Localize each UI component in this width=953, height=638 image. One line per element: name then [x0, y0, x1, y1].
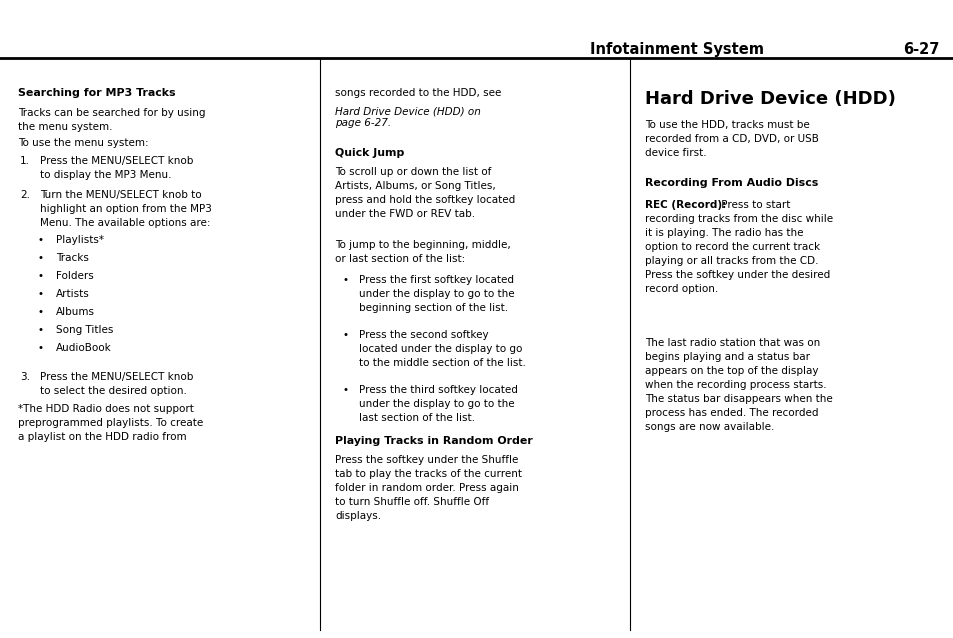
- Text: device first.: device first.: [644, 148, 706, 158]
- Text: Press the third softkey located: Press the third softkey located: [358, 385, 517, 395]
- Text: To jump to the beginning, middle,: To jump to the beginning, middle,: [335, 240, 510, 250]
- Text: preprogrammed playlists. To create: preprogrammed playlists. To create: [18, 418, 203, 428]
- Text: under the display to go to the: under the display to go to the: [358, 399, 514, 409]
- Text: songs recorded to the HDD, see: songs recorded to the HDD, see: [335, 88, 501, 98]
- Text: the menu system.: the menu system.: [18, 122, 112, 132]
- Text: 1.: 1.: [20, 156, 30, 166]
- Text: •: •: [38, 271, 44, 281]
- Text: Recording From Audio Discs: Recording From Audio Discs: [644, 178, 818, 188]
- Text: Hard Drive Device (HDD) on
page 6-27.: Hard Drive Device (HDD) on page 6-27.: [335, 106, 480, 128]
- Text: beginning section of the list.: beginning section of the list.: [358, 303, 508, 313]
- Text: Artists, Albums, or Song Titles,: Artists, Albums, or Song Titles,: [335, 181, 496, 191]
- Text: or last section of the list:: or last section of the list:: [335, 254, 465, 264]
- Text: 6-27: 6-27: [902, 42, 939, 57]
- Text: Tracks can be searched for by using: Tracks can be searched for by using: [18, 108, 205, 118]
- Text: •: •: [38, 343, 44, 353]
- Text: Searching for MP3 Tracks: Searching for MP3 Tracks: [18, 88, 175, 98]
- Text: last section of the list.: last section of the list.: [358, 413, 475, 423]
- Text: •: •: [343, 275, 349, 285]
- Text: Press the softkey under the desired: Press the softkey under the desired: [644, 270, 829, 280]
- Text: recorded from a CD, DVD, or USB: recorded from a CD, DVD, or USB: [644, 134, 818, 144]
- Text: •: •: [343, 385, 349, 395]
- Text: appears on the top of the display: appears on the top of the display: [644, 366, 818, 376]
- Text: Playlists*: Playlists*: [56, 235, 104, 245]
- Text: playing or all tracks from the CD.: playing or all tracks from the CD.: [644, 256, 818, 266]
- Text: recording tracks from the disc while: recording tracks from the disc while: [644, 214, 832, 224]
- Text: Menu. The available options are:: Menu. The available options are:: [40, 218, 211, 228]
- Text: to turn Shuffle off. Shuffle Off: to turn Shuffle off. Shuffle Off: [335, 497, 489, 507]
- Text: process has ended. The recorded: process has ended. The recorded: [644, 408, 818, 418]
- Text: to the middle section of the list.: to the middle section of the list.: [358, 358, 525, 368]
- Text: Press the softkey under the Shuffle: Press the softkey under the Shuffle: [335, 455, 517, 465]
- Text: To scroll up or down the list of: To scroll up or down the list of: [335, 167, 491, 177]
- Text: The last radio station that was on: The last radio station that was on: [644, 338, 820, 348]
- Text: To use the HDD, tracks must be: To use the HDD, tracks must be: [644, 120, 809, 130]
- Text: songs are now available.: songs are now available.: [644, 422, 774, 432]
- Text: Press to start: Press to start: [717, 200, 789, 210]
- Text: press and hold the softkey located: press and hold the softkey located: [335, 195, 515, 205]
- Text: to select the desired option.: to select the desired option.: [40, 386, 187, 396]
- Text: it is playing. The radio has the: it is playing. The radio has the: [644, 228, 802, 238]
- Text: under the FWD or REV tab.: under the FWD or REV tab.: [335, 209, 475, 219]
- Text: Song Titles: Song Titles: [56, 325, 113, 335]
- Text: to display the MP3 Menu.: to display the MP3 Menu.: [40, 170, 172, 180]
- Text: Artists: Artists: [56, 289, 90, 299]
- Text: REC (Record):: REC (Record):: [644, 200, 725, 210]
- Text: Folders: Folders: [56, 271, 93, 281]
- Text: The status bar disappears when the: The status bar disappears when the: [644, 394, 832, 404]
- Text: •: •: [38, 325, 44, 335]
- Text: •: •: [38, 235, 44, 245]
- Text: tab to play the tracks of the current: tab to play the tracks of the current: [335, 469, 521, 479]
- Text: Hard Drive Device (HDD): Hard Drive Device (HDD): [644, 90, 895, 108]
- Text: under the display to go to the: under the display to go to the: [358, 289, 514, 299]
- Text: begins playing and a status bar: begins playing and a status bar: [644, 352, 809, 362]
- Text: Press the second softkey: Press the second softkey: [358, 330, 488, 340]
- Text: AudioBook: AudioBook: [56, 343, 112, 353]
- Text: Press the MENU/SELECT knob: Press the MENU/SELECT knob: [40, 372, 193, 382]
- Text: when the recording process starts.: when the recording process starts.: [644, 380, 825, 390]
- Text: Albums: Albums: [56, 307, 95, 317]
- Text: highlight an option from the MP3: highlight an option from the MP3: [40, 204, 212, 214]
- Text: record option.: record option.: [644, 284, 718, 294]
- Text: Tracks: Tracks: [56, 253, 89, 263]
- Text: located under the display to go: located under the display to go: [358, 344, 522, 354]
- Text: folder in random order. Press again: folder in random order. Press again: [335, 483, 518, 493]
- Text: Quick Jump: Quick Jump: [335, 148, 404, 158]
- Text: To use the menu system:: To use the menu system:: [18, 138, 149, 148]
- Text: Infotainment System: Infotainment System: [589, 42, 763, 57]
- Text: •: •: [38, 307, 44, 317]
- Text: Playing Tracks in Random Order: Playing Tracks in Random Order: [335, 436, 532, 446]
- Text: displays.: displays.: [335, 511, 381, 521]
- Text: Turn the MENU/SELECT knob to: Turn the MENU/SELECT knob to: [40, 190, 201, 200]
- Text: a playlist on the HDD radio from: a playlist on the HDD radio from: [18, 432, 187, 442]
- Text: Press the MENU/SELECT knob: Press the MENU/SELECT knob: [40, 156, 193, 166]
- Text: Press the first softkey located: Press the first softkey located: [358, 275, 514, 285]
- Text: *The HDD Radio does not support: *The HDD Radio does not support: [18, 404, 193, 414]
- Text: option to record the current track: option to record the current track: [644, 242, 820, 252]
- Text: •: •: [343, 330, 349, 340]
- Text: •: •: [38, 253, 44, 263]
- Text: 3.: 3.: [20, 372, 30, 382]
- Text: •: •: [38, 289, 44, 299]
- Text: 2.: 2.: [20, 190, 30, 200]
